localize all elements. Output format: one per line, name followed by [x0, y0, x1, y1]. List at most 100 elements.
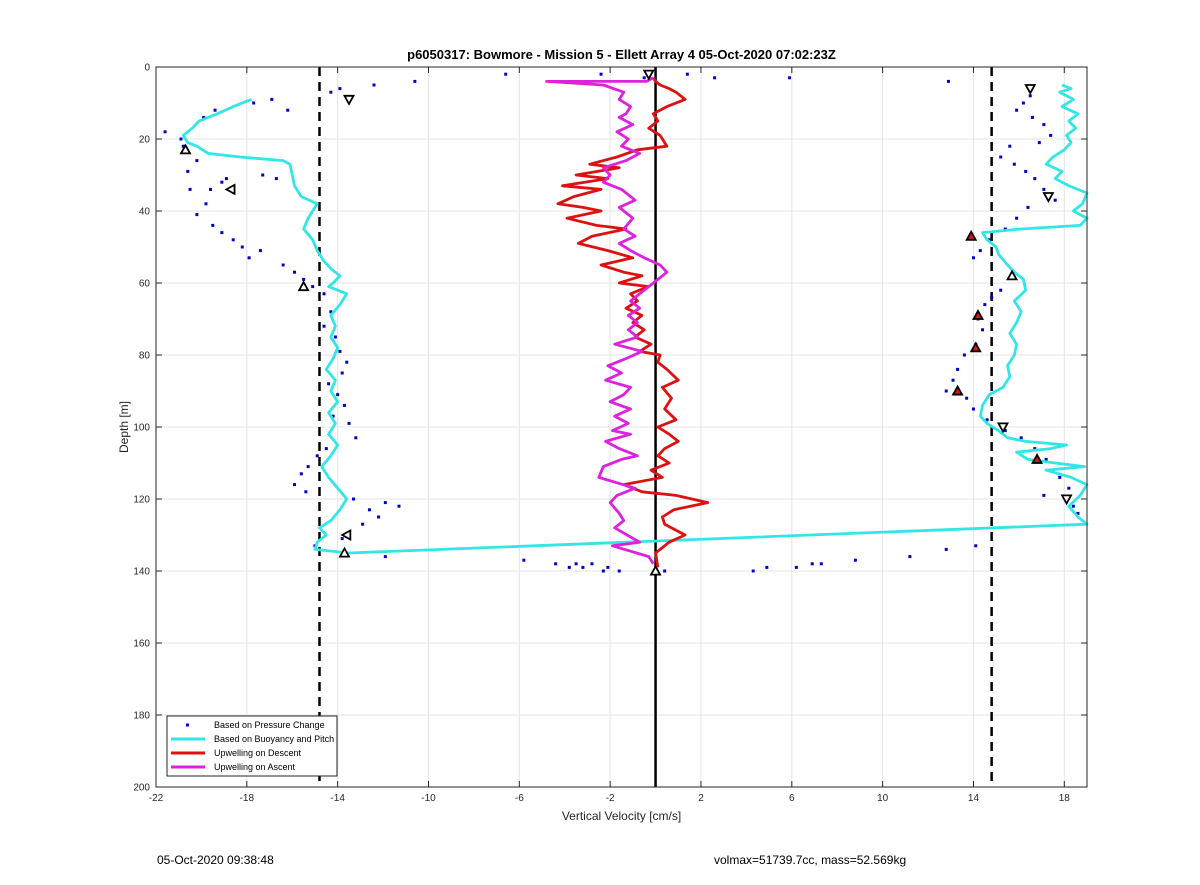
pressure-change-point	[956, 367, 960, 371]
pressure-change-point	[311, 285, 315, 289]
x-tick-label: 10	[877, 793, 889, 804]
pressure-change-point	[1071, 504, 1075, 508]
pressure-change-point	[247, 256, 251, 260]
pressure-change-point	[599, 72, 603, 76]
based-on-buoyancy-and-pitch-line	[181, 83, 1089, 555]
series-2	[556, 77, 710, 568]
triangle-down-marker	[642, 69, 655, 81]
upwelling-on-ascent-line	[545, 76, 669, 565]
series-6	[224, 183, 352, 542]
pressure-change-point	[270, 97, 274, 101]
pressure-change-point	[304, 490, 308, 494]
pressure-change-point	[990, 295, 994, 299]
pressure-change-point	[252, 101, 256, 105]
pressure-change-point	[567, 565, 571, 569]
triangle-down-marker	[342, 94, 356, 106]
legend-entry: Based on Buoyancy and Pitch	[214, 734, 334, 744]
pressure-change-point	[713, 76, 717, 80]
pressure-change-point	[590, 562, 594, 566]
pressure-change-point	[372, 83, 376, 87]
pressure-change-point	[204, 202, 208, 206]
pressure-change-point	[971, 407, 975, 411]
y-tick-label: 100	[133, 423, 150, 434]
pressure-change-point	[1003, 429, 1007, 433]
pressure-change-point	[333, 335, 337, 339]
y-tick-label: 140	[133, 567, 150, 578]
series-4	[179, 143, 1019, 576]
y-tick-label: 0	[144, 63, 150, 74]
pressure-change-point	[220, 231, 224, 235]
pressure-change-point	[302, 277, 306, 281]
pressure-change-point	[329, 90, 333, 94]
x-tick-label: 2	[698, 793, 704, 804]
pressure-change-point	[819, 562, 823, 566]
pressure-change-point	[352, 497, 356, 501]
legend-entry: Upwelling on Ascent	[214, 762, 296, 772]
pressure-change-point	[1033, 177, 1037, 181]
pressure-change-point	[322, 292, 326, 296]
pressure-change-point	[946, 79, 950, 83]
pressure-change-point	[944, 547, 948, 551]
y-tick-label: 40	[139, 207, 151, 218]
pressure-change-point	[1067, 486, 1071, 490]
triangle-up-marker	[338, 546, 351, 558]
pressure-change-point	[663, 569, 667, 573]
pressure-change-point	[985, 418, 989, 422]
axes: -22 -18 -14 -10 -6 -2 2 6 10 14 180204060801001201…	[133, 63, 1088, 804]
pressure-change-point	[413, 79, 417, 83]
pressure-change-point	[331, 414, 335, 418]
pressure-change-point	[1003, 227, 1007, 231]
pressure-change-point	[606, 565, 610, 569]
x-tick-label: -6	[515, 793, 524, 804]
pressure-change-point	[951, 378, 955, 382]
chart-title: p6050317: Bowmore - Mission 5 - Ellett A…	[407, 47, 836, 62]
series-1	[181, 83, 1089, 555]
pressure-change-point	[195, 159, 199, 163]
y-tick-label: 200	[133, 783, 150, 794]
plot-area	[163, 69, 1089, 576]
pressure-change-point	[231, 238, 235, 242]
pressure-change-point	[361, 522, 365, 526]
triangle-up-marker	[1031, 453, 1044, 464]
pressure-change-point	[293, 270, 297, 274]
pressure-change-point	[617, 569, 621, 573]
pressure-change-point	[354, 436, 358, 440]
pressure-change-point	[329, 310, 333, 314]
pressure-change-point	[224, 177, 228, 181]
pressure-change-point	[1031, 115, 1035, 119]
x-tick-label: -2	[606, 793, 615, 804]
y-tick-label: 120	[133, 495, 150, 506]
grid	[155, 66, 1087, 788]
x-tick-label: 14	[968, 793, 980, 804]
pressure-change-point	[336, 393, 340, 397]
pressure-change-point	[1008, 144, 1012, 148]
legend-swatch-points	[186, 723, 189, 727]
pressure-change-point	[340, 537, 344, 541]
triangle-up-marker	[951, 384, 964, 396]
pressure-change-point	[188, 187, 192, 191]
pressure-change-point	[1012, 162, 1016, 166]
pressure-change-point	[1042, 493, 1046, 497]
pressure-change-point	[213, 108, 217, 112]
x-tick-label: -14	[330, 793, 345, 804]
pressure-change-point	[195, 213, 199, 217]
pressure-change-point	[1053, 198, 1057, 202]
pressure-change-point	[983, 303, 987, 307]
triangle-up-marker	[971, 309, 985, 320]
pressure-change-point	[794, 565, 798, 569]
pressure-change-point	[299, 472, 303, 476]
pressure-change-point	[1042, 123, 1046, 127]
pressure-change-point	[581, 565, 585, 569]
pressure-change-point	[574, 562, 578, 566]
footer-timestamp: 05-Oct-2020 09:38:48	[157, 853, 274, 867]
pressure-change-point	[383, 501, 387, 505]
pressure-change-point	[306, 465, 310, 469]
pressure-change-point	[999, 288, 1003, 292]
pressure-change-point	[853, 558, 857, 562]
pressure-change-point	[601, 569, 605, 573]
pressure-change-point	[981, 328, 985, 332]
pressure-change-point	[788, 76, 792, 80]
pressure-change-point	[974, 544, 978, 548]
triangle-down-marker	[1024, 84, 1037, 95]
